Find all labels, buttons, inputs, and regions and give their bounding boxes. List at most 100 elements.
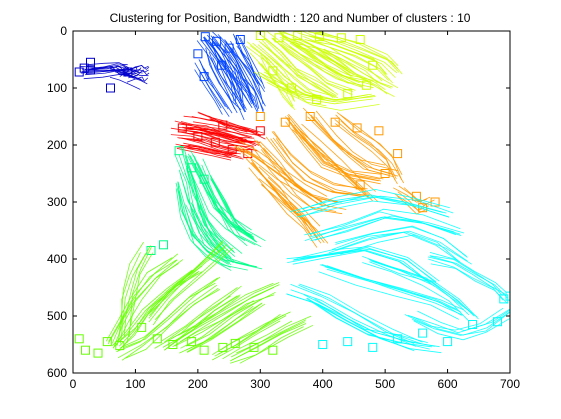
cluster-4-trajectory (209, 118, 259, 133)
cluster-2-trajectory (199, 60, 229, 110)
cluster-8-trajectory (179, 284, 280, 343)
cluster-3-marker (293, 31, 303, 41)
cluster-8-trajectory (120, 253, 147, 344)
cluster-8-marker (152, 334, 162, 344)
cluster-8-trajectory (185, 302, 263, 351)
cluster-6-trajectory (189, 155, 253, 236)
cluster-7-trajectory (428, 258, 504, 301)
cluster-3-trajectory (282, 35, 352, 78)
cluster-4-trajectory (187, 126, 260, 146)
cluster-8-trajectory (236, 315, 312, 354)
cluster-3-trajectory (304, 39, 393, 84)
cluster-6-trajectory (203, 182, 248, 247)
cluster-8-trajectory (218, 315, 287, 355)
data-group (74, 31, 510, 364)
cluster-7-trajectory (335, 226, 468, 258)
cluster-5-trajectory (340, 120, 405, 184)
cluster-3-trajectory (252, 42, 331, 96)
cluster-7-trajectory (429, 252, 507, 293)
cluster-3-marker (361, 80, 371, 90)
y-tick-label: 100 (47, 81, 67, 95)
cluster-6-group (146, 144, 266, 271)
cluster-1-trajectory (126, 76, 149, 83)
cluster-3-trajectory (330, 47, 399, 89)
cluster-4-group (170, 111, 266, 161)
cluster-7-trajectory (302, 195, 454, 214)
y-tick-label: 400 (47, 252, 67, 266)
cluster-6-trajectory (189, 168, 243, 254)
cluster-8-trajectory (116, 252, 141, 346)
cluster-3-trajectory (307, 39, 396, 78)
cluster-3-trajectory (281, 35, 354, 76)
cluster-6-trajectory (185, 204, 250, 266)
cluster-7-marker (343, 337, 353, 347)
cluster-3-marker (268, 66, 278, 76)
cluster-5-marker (330, 117, 340, 127)
cluster-1-trajectory (115, 65, 149, 77)
cluster-3-trajectory (260, 58, 294, 107)
cluster-2-trajectory (230, 40, 266, 107)
cluster-2-marker (199, 72, 209, 82)
cluster-5-trajectory (292, 126, 367, 195)
cluster-2-trajectory (226, 45, 265, 111)
cluster-5-trajectory (266, 180, 317, 233)
cluster-8-trajectory (117, 284, 218, 359)
cluster-5-group (234, 107, 440, 248)
cluster-4-trajectory (178, 146, 232, 159)
cluster-3-marker (312, 94, 321, 104)
cluster-3-marker (315, 32, 325, 42)
cluster-8-trajectory (180, 300, 254, 349)
cluster-5-trajectory (275, 138, 370, 196)
cluster-5-trajectory (265, 136, 361, 197)
cluster-7-marker (505, 291, 510, 301)
cluster-8-trajectory (154, 247, 234, 320)
cluster-2-group (193, 31, 266, 121)
cluster-3-trajectory (288, 45, 374, 89)
cluster-5-marker (280, 117, 290, 127)
x-tick-label: 600 (438, 377, 458, 391)
cluster-7-marker (443, 337, 453, 347)
cluster-2-marker (212, 36, 222, 46)
cluster-6-trajectory (186, 166, 235, 253)
cluster-7-trajectory (296, 246, 440, 282)
cluster-3-marker (355, 35, 365, 44)
cluster-7-marker (318, 340, 328, 349)
cluster-5-trajectory (315, 110, 399, 172)
cluster-8-trajectory (222, 320, 293, 360)
cluster-2-marker (200, 32, 210, 42)
cluster-5-trajectory (267, 177, 321, 227)
cluster-5-trajectory (261, 183, 312, 237)
cluster-4-trajectory (170, 134, 247, 151)
cluster-6-marker (174, 146, 184, 156)
cluster-7-trajectory (328, 231, 460, 263)
cluster-3-trajectory (260, 72, 375, 103)
cluster-1-trajectory (110, 68, 144, 82)
cluster-4-marker (255, 126, 265, 136)
cluster-3-trajectory (276, 31, 349, 69)
cluster-5-trajectory (335, 123, 398, 185)
cluster-7-trajectory (306, 298, 430, 350)
cluster-7-trajectory (286, 248, 430, 282)
cluster-5-trajectory (285, 121, 381, 185)
cluster-8-trajectory (212, 313, 281, 356)
cluster-1-trajectory (114, 71, 148, 85)
cluster-2-trajectory (194, 62, 222, 109)
cluster-4-trajectory (187, 132, 242, 144)
cluster-1-trajectory (91, 65, 143, 74)
cluster-5-marker (255, 112, 265, 121)
cluster-4-marker (177, 123, 187, 133)
cluster-4-marker (227, 145, 237, 155)
cluster-6-marker (159, 240, 168, 250)
cluster-6-trajectory (179, 172, 228, 258)
cluster-3-trajectory (272, 38, 356, 91)
cluster-7-trajectory (315, 303, 442, 354)
cluster-6-marker (199, 174, 209, 184)
cluster-4-trajectory (184, 132, 258, 152)
cluster-1-group (74, 57, 150, 93)
cluster-7-trajectory (324, 266, 464, 316)
cluster-5-trajectory (234, 146, 323, 203)
cluster-3-trajectory (292, 39, 374, 81)
cluster-5-trajectory (292, 129, 369, 198)
cluster-5-trajectory (258, 178, 311, 230)
x-tick-label: 0 (70, 377, 77, 391)
